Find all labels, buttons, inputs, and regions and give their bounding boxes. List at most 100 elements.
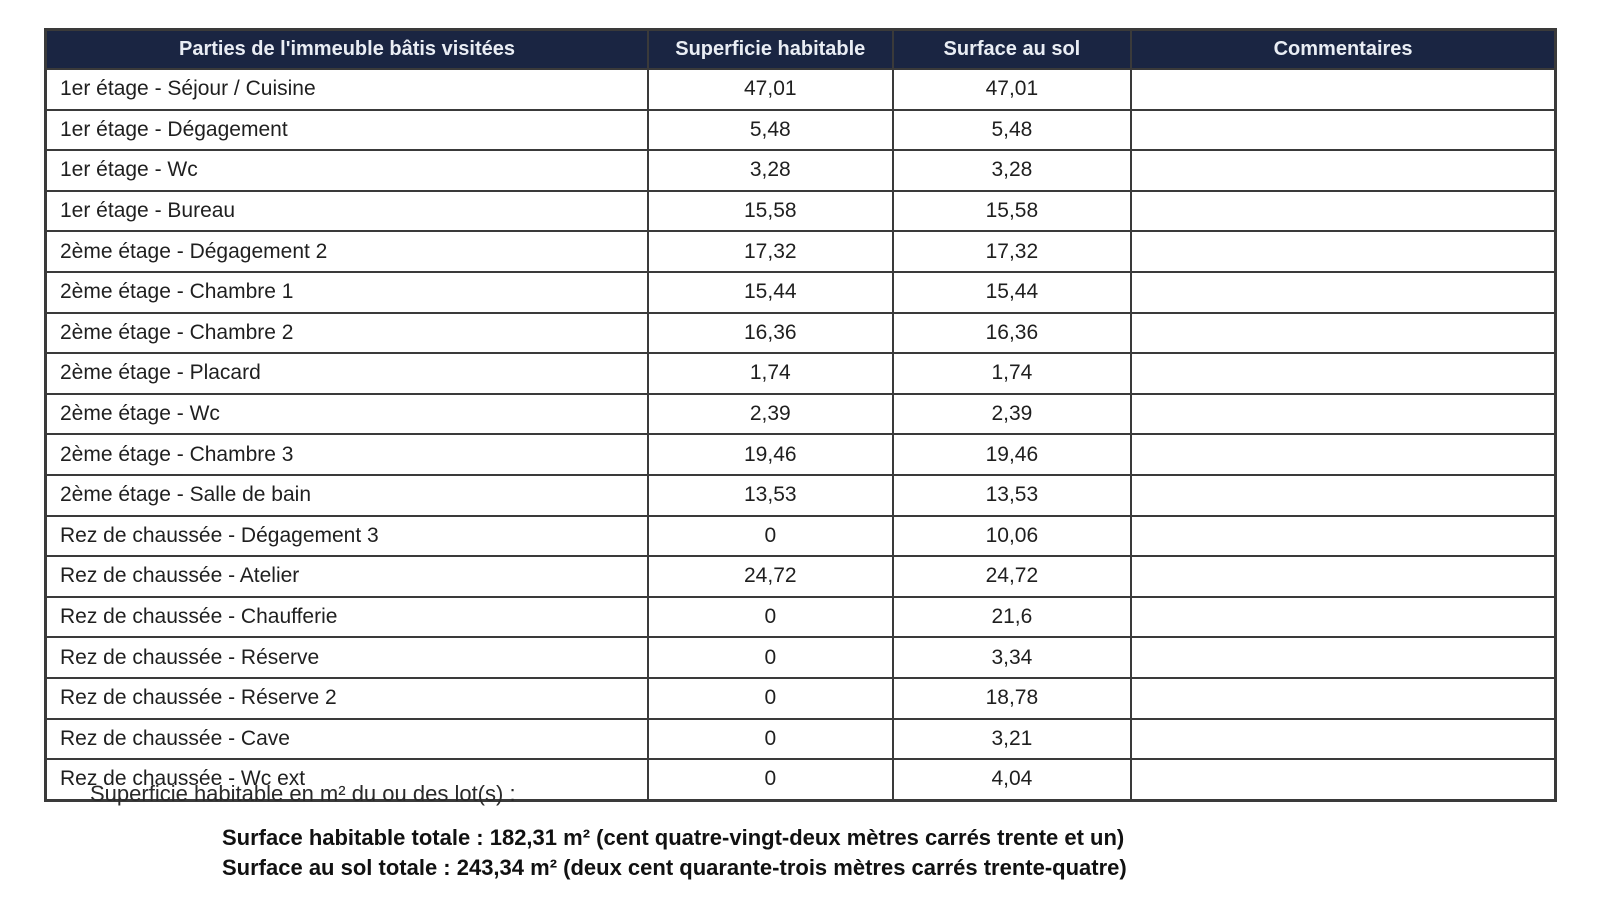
comment-cell <box>1130 230 1557 273</box>
table-row: 2ème étage - Dégagement 2 17,32 17,32 <box>44 230 1557 273</box>
surface-value: 16,36 <box>891 311 1133 355</box>
surface-value: 19,46 <box>891 433 1133 476</box>
column-header-surface: Surface au sol <box>891 28 1133 70</box>
superficie-value: 0 <box>646 758 894 802</box>
room-label: Rez de chaussée - Réserve 2 <box>44 676 649 720</box>
room-label: 2ème étage - Chambre 3 <box>44 433 649 476</box>
superficie-value: 47,01 <box>646 68 894 111</box>
surface-value: 2,39 <box>891 392 1133 436</box>
table-row: 2ème étage - Placard 1,74 1,74 <box>44 352 1557 395</box>
table-row: 2ème étage - Chambre 3 19,46 19,46 <box>44 433 1557 476</box>
superficie-value: 3,28 <box>646 149 894 192</box>
surface-value: 13,53 <box>891 473 1133 517</box>
room-label: Rez de chaussée - Réserve <box>44 636 649 679</box>
surface-value: 3,21 <box>891 717 1133 761</box>
table-row: 1er étage - Dégagement 5,48 5,48 <box>44 108 1557 152</box>
superficie-value: 24,72 <box>646 555 894 598</box>
totals-block: Surface habitable totale : 182,31 m² (ce… <box>222 823 1127 883</box>
table-header: Parties de l'immeuble bâtis visitées Sup… <box>44 28 1557 70</box>
table-row: 1er étage - Séjour / Cuisine 47,01 47,01 <box>44 68 1557 111</box>
comment-cell <box>1130 68 1557 111</box>
surface-value: 10,06 <box>891 514 1133 558</box>
comment-cell <box>1130 636 1557 679</box>
surface-value: 3,28 <box>891 149 1133 192</box>
room-label: 2ème étage - Chambre 2 <box>44 311 649 355</box>
table-row: Rez de chaussée - Atelier 24,72 24,72 <box>44 555 1557 598</box>
table-body: 1er étage - Séjour / Cuisine 47,01 47,01 1e… <box>44 68 1557 802</box>
total-habitable-text: Surface habitable totale : 182,31 m² (ce… <box>222 825 1125 850</box>
table-row: 2ème étage - Chambre 2 16,36 16,36 <box>44 311 1557 355</box>
superficie-value: 5,48 <box>646 108 894 152</box>
superficie-value: 17,32 <box>646 230 894 273</box>
room-label: 2ème étage - Dégagement 2 <box>44 230 649 273</box>
table-row: 2ème étage - Chambre 1 15,44 15,44 <box>44 270 1557 314</box>
table-row: Rez de chaussée - Cave 0 3,21 <box>44 717 1557 761</box>
table-row: 1er étage - Bureau 15,58 15,58 <box>44 189 1557 233</box>
superficie-value: 0 <box>646 676 894 720</box>
room-label: 2ème étage - Salle de bain <box>44 473 649 517</box>
superficie-value: 0 <box>646 717 894 761</box>
comment-cell <box>1130 311 1557 355</box>
surface-value: 3,34 <box>891 636 1133 679</box>
room-label: Rez de chaussée - Chaufferie <box>44 595 649 639</box>
surface-value: 24,72 <box>891 555 1133 598</box>
superficie-value: 15,44 <box>646 270 894 314</box>
table-row: 2ème étage - Salle de bain 13,53 13,53 <box>44 473 1557 517</box>
table-row: Rez de chaussée - Wc ext 0 4,04 <box>44 758 1557 802</box>
comment-cell <box>1130 352 1557 395</box>
room-label: Rez de chaussée - Cave <box>44 717 649 761</box>
table-header-row: Parties de l'immeuble bâtis visitées Sup… <box>44 28 1557 70</box>
table-row: 2ème étage - Wc 2,39 2,39 <box>44 392 1557 436</box>
surface-value: 21,6 <box>891 595 1133 639</box>
surface-value: 4,04 <box>891 758 1133 802</box>
comment-cell <box>1130 758 1557 802</box>
column-header-commentaires: Commentaires <box>1130 28 1557 70</box>
comment-cell <box>1130 717 1557 761</box>
surface-value: 1,74 <box>891 352 1133 395</box>
superficie-value: 2,39 <box>646 392 894 436</box>
comment-cell <box>1130 149 1557 192</box>
table-row: Rez de chaussée - Réserve 0 3,34 <box>44 636 1557 679</box>
superficie-value: 15,58 <box>646 189 894 233</box>
room-label: 1er étage - Dégagement <box>44 108 649 152</box>
table-row: Rez de chaussée - Chaufferie 0 21,6 <box>44 595 1557 639</box>
surface-value: 18,78 <box>891 676 1133 720</box>
room-label: Rez de chaussée - Dégagement 3 <box>44 514 649 558</box>
superficie-value: 0 <box>646 636 894 679</box>
comment-cell <box>1130 676 1557 720</box>
comment-cell <box>1130 514 1557 558</box>
superficie-intro-text: Superficie habitable en m² du ou des lot… <box>90 781 516 806</box>
surface-value: 15,44 <box>891 270 1133 314</box>
table-row: Rez de chaussée - Réserve 2 0 18,78 <box>44 676 1557 720</box>
superficie-value: 13,53 <box>646 473 894 517</box>
superficie-value: 0 <box>646 595 894 639</box>
comment-cell <box>1130 555 1557 598</box>
comment-cell <box>1130 433 1557 476</box>
superficie-value: 1,74 <box>646 352 894 395</box>
comment-cell <box>1130 108 1557 152</box>
superficie-value: 19,46 <box>646 433 894 476</box>
superficie-value: 0 <box>646 514 894 558</box>
room-label: Rez de chaussée - Atelier <box>44 555 649 598</box>
total-sol-text: Surface au sol totale : 243,34 m² (deux … <box>222 855 1127 880</box>
room-label: 1er étage - Bureau <box>44 189 649 233</box>
comment-cell <box>1130 595 1557 639</box>
table-row: Rez de chaussée - Dégagement 3 0 10,06 <box>44 514 1557 558</box>
comment-cell <box>1130 392 1557 436</box>
comment-cell <box>1130 189 1557 233</box>
surface-value: 5,48 <box>891 108 1133 152</box>
table-row: 1er étage - Wc 3,28 3,28 <box>44 149 1557 192</box>
column-header-superficie: Superficie habitable <box>646 28 894 70</box>
column-header-parties: Parties de l'immeuble bâtis visitées <box>44 28 649 70</box>
surface-measurements-table: Parties de l'immeuble bâtis visitées Sup… <box>44 28 1557 802</box>
room-label: 1er étage - Wc <box>44 149 649 192</box>
room-label: 2ème étage - Wc <box>44 392 649 436</box>
superficie-value: 16,36 <box>646 311 894 355</box>
comment-cell <box>1130 473 1557 517</box>
comment-cell <box>1130 270 1557 314</box>
room-label: 2ème étage - Chambre 1 <box>44 270 649 314</box>
surface-value: 15,58 <box>891 189 1133 233</box>
room-label: Rez de chaussée - Wc ext <box>44 758 649 802</box>
surface-value: 47,01 <box>891 68 1133 111</box>
